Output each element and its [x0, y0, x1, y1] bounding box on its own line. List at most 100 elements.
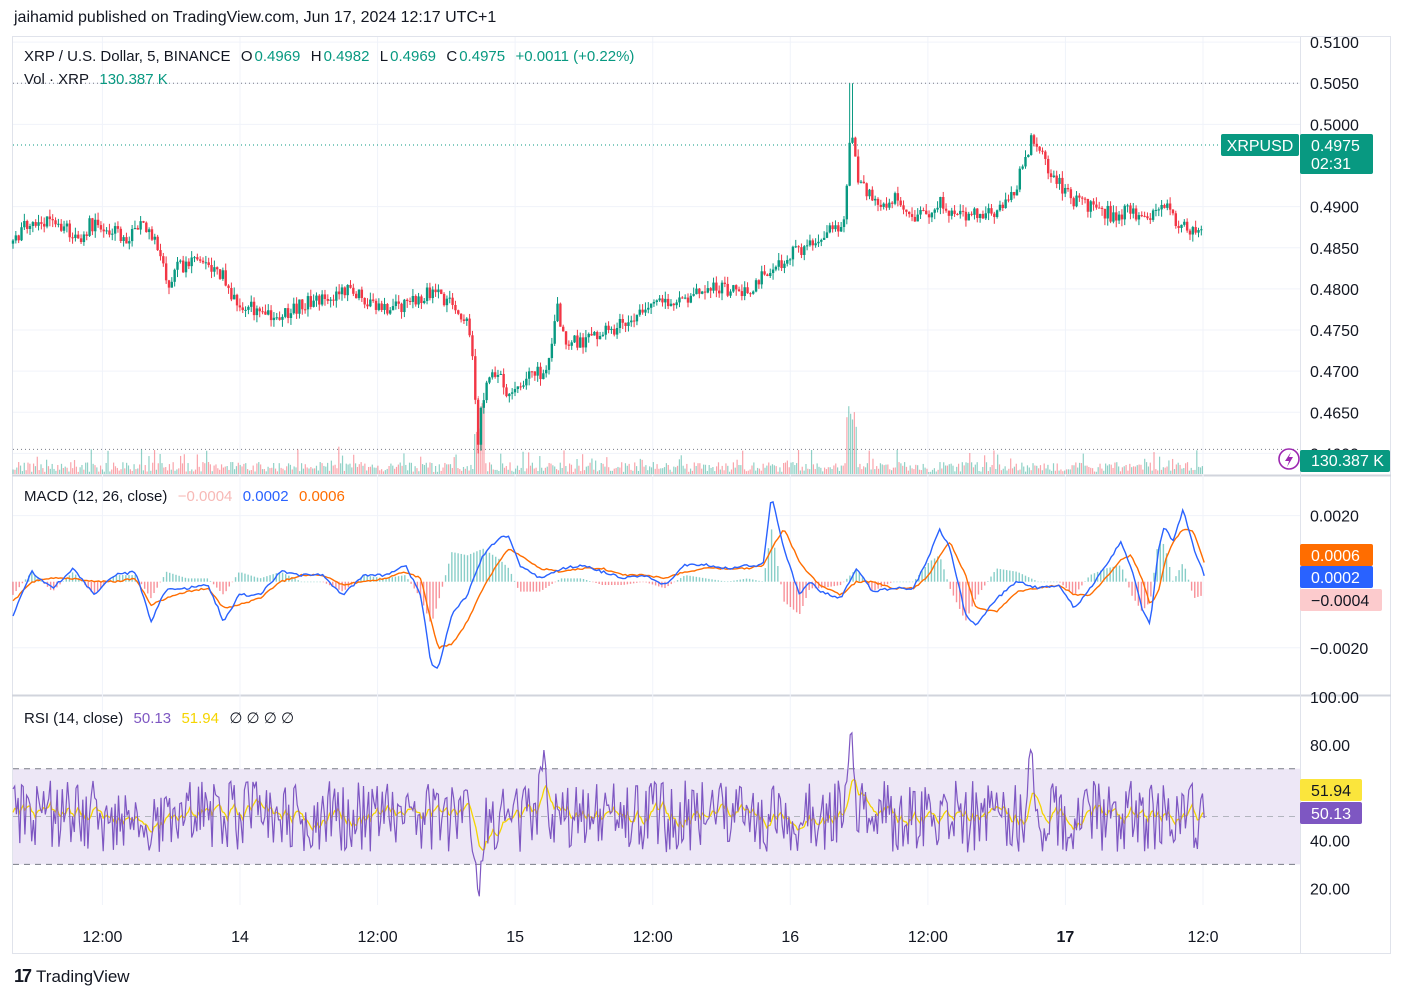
volume-bar	[88, 471, 91, 474]
macd-histogram-bar	[958, 581, 961, 609]
volume-bar	[261, 469, 264, 474]
volume-bar	[756, 467, 759, 474]
volume-tag-value: 130.387 K	[1311, 453, 1384, 470]
volume-bar	[570, 464, 573, 474]
volume-bar	[833, 465, 835, 474]
volume-value: 130.387 K	[99, 71, 168, 88]
volume-bar	[308, 468, 310, 474]
macd-histogram-bar	[385, 578, 387, 582]
macd-histogram-bar	[24, 579, 27, 582]
candle-body	[65, 223, 69, 227]
lightning-glyph	[1285, 452, 1293, 467]
candle-body	[1160, 204, 1163, 210]
macd-legend: MACD (12, 26, close) −0.0004 0.0002 0.00…	[24, 488, 347, 505]
macd-histogram-bar	[990, 576, 992, 582]
candle-body	[337, 291, 341, 295]
candle-body	[1069, 189, 1073, 199]
volume-bar	[1039, 465, 1042, 474]
macd-histogram-bar	[893, 581, 895, 583]
macd-histogram-bar	[1150, 581, 1152, 597]
volume-bar	[820, 467, 822, 474]
candle-body	[1137, 215, 1141, 220]
volume-bar	[654, 468, 656, 474]
volume-bar	[1013, 466, 1016, 474]
volume-bar	[513, 471, 515, 474]
volume-bar	[539, 456, 541, 474]
candle-body	[391, 306, 395, 311]
candle-body	[85, 234, 88, 236]
volume-bar	[1041, 470, 1043, 474]
volume-bar	[345, 463, 347, 474]
candle-body	[998, 204, 1002, 211]
volume-bar	[753, 462, 755, 474]
volume-bar	[993, 450, 995, 474]
macd-histogram-bar	[554, 581, 556, 583]
volume-bar	[879, 463, 882, 474]
candle-body	[136, 227, 139, 230]
candle-body	[987, 208, 990, 214]
macd-histogram-bar	[1178, 570, 1180, 582]
macd-histogram-bar	[1034, 580, 1036, 582]
macd-histogram-bar	[563, 578, 566, 582]
volume-bar	[877, 468, 880, 474]
publisher-line: jaihamid published on TradingView.com, J…	[14, 9, 497, 26]
volume-bar	[1043, 463, 1045, 474]
volume-bar	[193, 471, 195, 474]
candle-body	[284, 308, 287, 317]
volume-bar	[876, 466, 878, 474]
price-tick-label: 0.4800	[1310, 282, 1359, 299]
volume-bar	[948, 464, 950, 474]
macd-histogram-bar	[476, 551, 478, 582]
candle-body	[1177, 225, 1180, 228]
candle-body	[340, 287, 344, 295]
volume-bar	[347, 464, 349, 474]
macd-histogram-bar	[419, 581, 422, 598]
volume-bar	[92, 463, 94, 474]
volume-bar	[420, 456, 422, 474]
candle-body	[142, 221, 145, 223]
candle-body	[68, 223, 71, 238]
candle-body	[62, 226, 66, 231]
candle-body	[411, 295, 415, 302]
close-label: C	[446, 48, 458, 65]
candle-body	[116, 226, 120, 229]
macd-histogram-bar	[1100, 570, 1102, 582]
volume-bar	[416, 468, 418, 474]
volume-bar	[250, 470, 252, 474]
volume-bar	[64, 466, 66, 474]
candle-body	[1168, 203, 1172, 210]
volume-bar	[868, 450, 870, 474]
macd-histogram-bar	[783, 581, 785, 602]
volume-bar	[974, 464, 976, 474]
macd-histogram-bar	[1175, 576, 1177, 582]
volume-bar	[617, 466, 619, 474]
volume-bar	[490, 464, 493, 474]
candle-body	[139, 221, 142, 230]
macd-histogram-bar	[984, 581, 986, 586]
macd-histogram-bar	[1012, 571, 1014, 582]
price-tag-value: 0.4975	[1311, 138, 1360, 155]
volume-bar	[472, 469, 474, 474]
candle-body	[1021, 166, 1024, 169]
volume-bar	[1173, 469, 1176, 474]
macd-histogram-bar	[745, 578, 748, 582]
x-tick-label: 12:00	[358, 929, 398, 946]
candle-body	[164, 263, 168, 281]
candle-body	[703, 291, 707, 293]
macd-histogram-bar	[15, 581, 17, 592]
volume-bar	[36, 456, 38, 474]
volume-bar	[516, 465, 519, 474]
volume-bar	[1064, 470, 1066, 474]
candle-body	[281, 316, 284, 320]
volume-bar	[554, 466, 556, 474]
volume-bar	[438, 464, 440, 474]
volume-bar	[461, 470, 463, 474]
volume-bar	[202, 462, 204, 474]
volume-bar	[866, 463, 868, 474]
volume-bar	[675, 467, 677, 474]
candle-body	[621, 318, 624, 323]
candle-body	[876, 198, 880, 205]
volume-bar	[589, 462, 591, 474]
volume-bar	[770, 465, 772, 474]
macd-histogram-bar	[1062, 581, 1064, 586]
